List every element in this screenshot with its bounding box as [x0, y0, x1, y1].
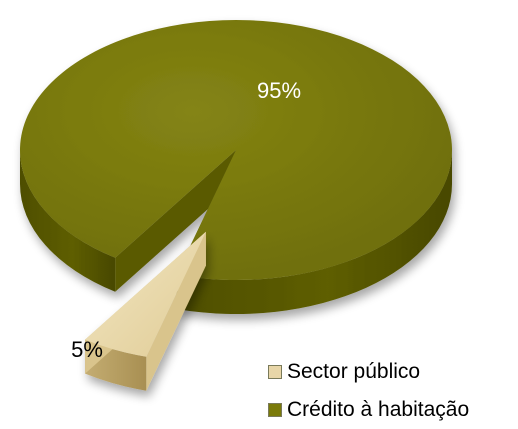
legend-item-credito-habitacao: Crédito à habitação: [268, 398, 518, 422]
data-label-credito-habitacao: 95%: [257, 78, 301, 103]
legend-swatch-sector-publico: [268, 365, 282, 379]
credito-habitacao-cut-face: [115, 150, 236, 292]
credito-habitacao-top: [20, 20, 453, 281]
legend-label-credito-habitacao: Crédito à habitação: [287, 398, 470, 421]
sector-publico-top: [85, 231, 206, 357]
legend-swatch-credito-habitacao: [268, 403, 282, 417]
legend-item-sector-publico: Sector público: [268, 360, 518, 384]
pie-slice-sector-publico: [85, 231, 206, 391]
legend: Sector público Crédito à habitação: [268, 360, 518, 429]
data-label-sector-publico: 5%: [71, 337, 103, 362]
credito-habitacao-side-wall: [176, 150, 452, 314]
legend-label-sector-publico: Sector público: [287, 360, 421, 383]
pie-slice-credito-habitacao: [20, 20, 453, 314]
credito-habitacao-side-wall: [20, 150, 116, 292]
